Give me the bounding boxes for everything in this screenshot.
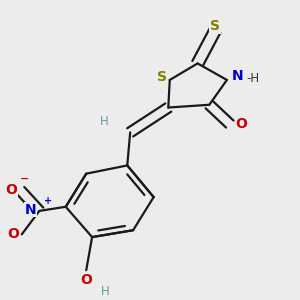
Text: H: H — [99, 115, 108, 128]
Text: +: + — [44, 196, 52, 206]
Text: O: O — [5, 183, 17, 197]
Text: H: H — [101, 285, 110, 298]
Text: -H: -H — [247, 72, 260, 85]
Text: −: − — [20, 174, 29, 184]
Text: O: O — [7, 227, 19, 241]
Text: S: S — [210, 19, 220, 33]
Text: O: O — [80, 273, 92, 287]
Text: S: S — [158, 70, 167, 84]
Text: N: N — [231, 69, 243, 83]
Text: N: N — [25, 202, 36, 217]
Text: O: O — [236, 117, 248, 131]
